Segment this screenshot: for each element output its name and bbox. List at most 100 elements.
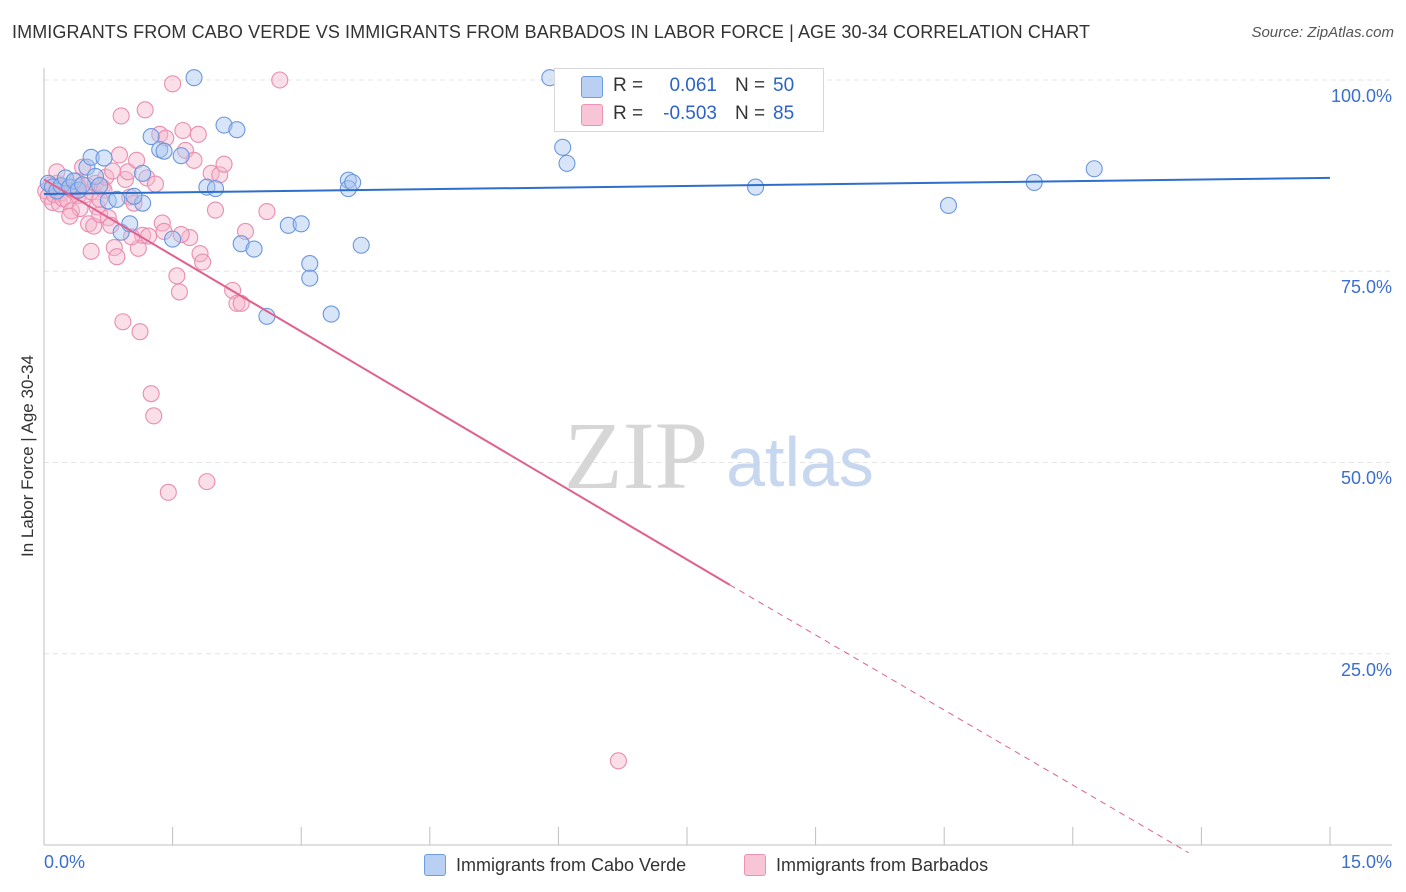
data-point-barbados (159, 483, 177, 501)
data-point-cabo-verde (86, 167, 104, 185)
chart-title: IMMIGRANTS FROM CABO VERDE VS IMMIGRANTS… (12, 22, 1091, 42)
trendline-barbados-extension (729, 584, 1189, 854)
data-point-barbados (185, 151, 203, 169)
data-point-barbados (145, 407, 163, 425)
data-point-barbados (114, 313, 132, 331)
y-tick-label-75: 75.0% (1340, 277, 1392, 297)
data-point-cabo-verde (95, 149, 113, 167)
data-point-barbados (271, 71, 289, 89)
data-point-cabo-verde (134, 164, 152, 182)
data-point-barbados (198, 473, 216, 491)
data-point-barbados (136, 101, 154, 119)
data-point-cabo-verde (65, 172, 83, 190)
data-point-barbados (174, 121, 192, 140)
data-point-barbados (112, 107, 130, 125)
data-point-cabo-verde (232, 235, 250, 253)
data-point-barbados (189, 125, 207, 143)
data-point-barbados (131, 323, 149, 341)
n-value: 50 (773, 75, 795, 96)
data-point-cabo-verde (91, 177, 109, 195)
watermark: ZIP atlas (564, 402, 874, 509)
gridlines (44, 79, 1392, 655)
watermark-atlas: atlas (726, 423, 874, 501)
data-point-barbados (108, 248, 126, 266)
data-point-cabo-verde (554, 138, 572, 156)
r-label: R = (613, 103, 644, 124)
data-point-barbados (91, 190, 109, 208)
y-tick-label-50: 50.0% (1340, 468, 1392, 488)
trendline-barbados (43, 178, 731, 586)
legend-swatch-blue (424, 854, 446, 876)
data-point-barbados (146, 175, 165, 193)
legend-item-cabo-verde[interactable]: Immigrants from Cabo Verde (424, 854, 686, 876)
watermark-zip: ZIP (564, 402, 708, 509)
data-point-cabo-verde (215, 116, 233, 134)
data-point-barbados (172, 225, 190, 244)
data-point-barbados (119, 163, 137, 181)
data-point-cabo-verde (747, 178, 765, 196)
data-point-barbados (194, 253, 212, 271)
legend-swatch-pink (744, 854, 766, 876)
trendlines (43, 176, 1331, 854)
data-point-barbados (168, 267, 186, 285)
axes (43, 68, 1392, 846)
n-label: N = (735, 103, 766, 124)
data-point-barbados (61, 207, 79, 225)
data-point-barbados (153, 214, 171, 232)
data-point-cabo-verde (155, 142, 173, 160)
data-point-cabo-verde (82, 148, 100, 166)
series-barbados-points (37, 71, 627, 770)
data-point-cabo-verde (301, 269, 319, 287)
data-point-barbados (164, 75, 182, 93)
legend-swatch-blue (581, 76, 603, 98)
stats-row-barbados: R = -0.503 N = 85 (555, 101, 823, 127)
data-point-cabo-verde (279, 216, 297, 234)
r-value: 0.061 (669, 75, 717, 96)
data-point-barbados (228, 294, 246, 312)
y-axis-label: In Labor Force | Age 30-34 (18, 355, 37, 557)
series-cabo-verde-points (39, 69, 1103, 325)
data-point-cabo-verde (352, 236, 370, 254)
r-value: -0.503 (663, 103, 717, 124)
data-point-cabo-verde (164, 230, 182, 248)
data-point-cabo-verde (245, 240, 263, 258)
data-point-barbados (110, 146, 128, 164)
data-point-barbados (82, 242, 100, 260)
data-point-barbados (232, 294, 250, 312)
data-point-cabo-verde (185, 69, 203, 87)
data-point-cabo-verde (78, 158, 96, 176)
source-label: Source: ZipAtlas.com (1251, 24, 1394, 41)
bottom-legend: Immigrants from Cabo Verde Immigrants fr… (0, 850, 1406, 880)
data-point-cabo-verde (125, 187, 143, 205)
data-point-barbados (258, 203, 276, 221)
data-point-barbados (206, 201, 225, 219)
n-label: N = (735, 75, 766, 96)
x-tick-label-max: 15.0% (1340, 852, 1392, 872)
data-point-barbados (609, 752, 627, 770)
legend-swatch-pink (581, 104, 603, 126)
data-point-cabo-verde (301, 255, 319, 273)
data-point-barbados (125, 194, 143, 212)
r-label: R = (613, 75, 644, 96)
x-tick-label-min: 0.0% (44, 852, 86, 872)
data-point-cabo-verde (344, 173, 362, 192)
data-point-cabo-verde (206, 180, 225, 198)
data-point-cabo-verde (142, 128, 160, 146)
trendline-cabo-verde (43, 176, 1331, 195)
data-point-barbados (211, 166, 229, 184)
data-point-cabo-verde (172, 147, 190, 165)
stats-row-cabo-verde: R = 0.061 N = 50 (555, 73, 823, 99)
stats-legend: R = 0.061 N = 50 R = -0.503 N = 85 (554, 68, 824, 132)
data-point-cabo-verde (558, 154, 576, 172)
legend-label-barbados: Immigrants from Barbados (776, 854, 989, 875)
data-point-cabo-verde (322, 305, 340, 323)
data-point-cabo-verde (134, 194, 152, 212)
data-point-cabo-verde (939, 196, 958, 215)
data-point-barbados (170, 283, 189, 301)
legend-item-barbados[interactable]: Immigrants from Barbados (744, 854, 988, 876)
data-point-barbados (215, 155, 233, 173)
data-point-cabo-verde (292, 215, 310, 233)
y-tick-label-100: 100.0% (1330, 86, 1392, 106)
data-point-cabo-verde (1085, 160, 1103, 178)
